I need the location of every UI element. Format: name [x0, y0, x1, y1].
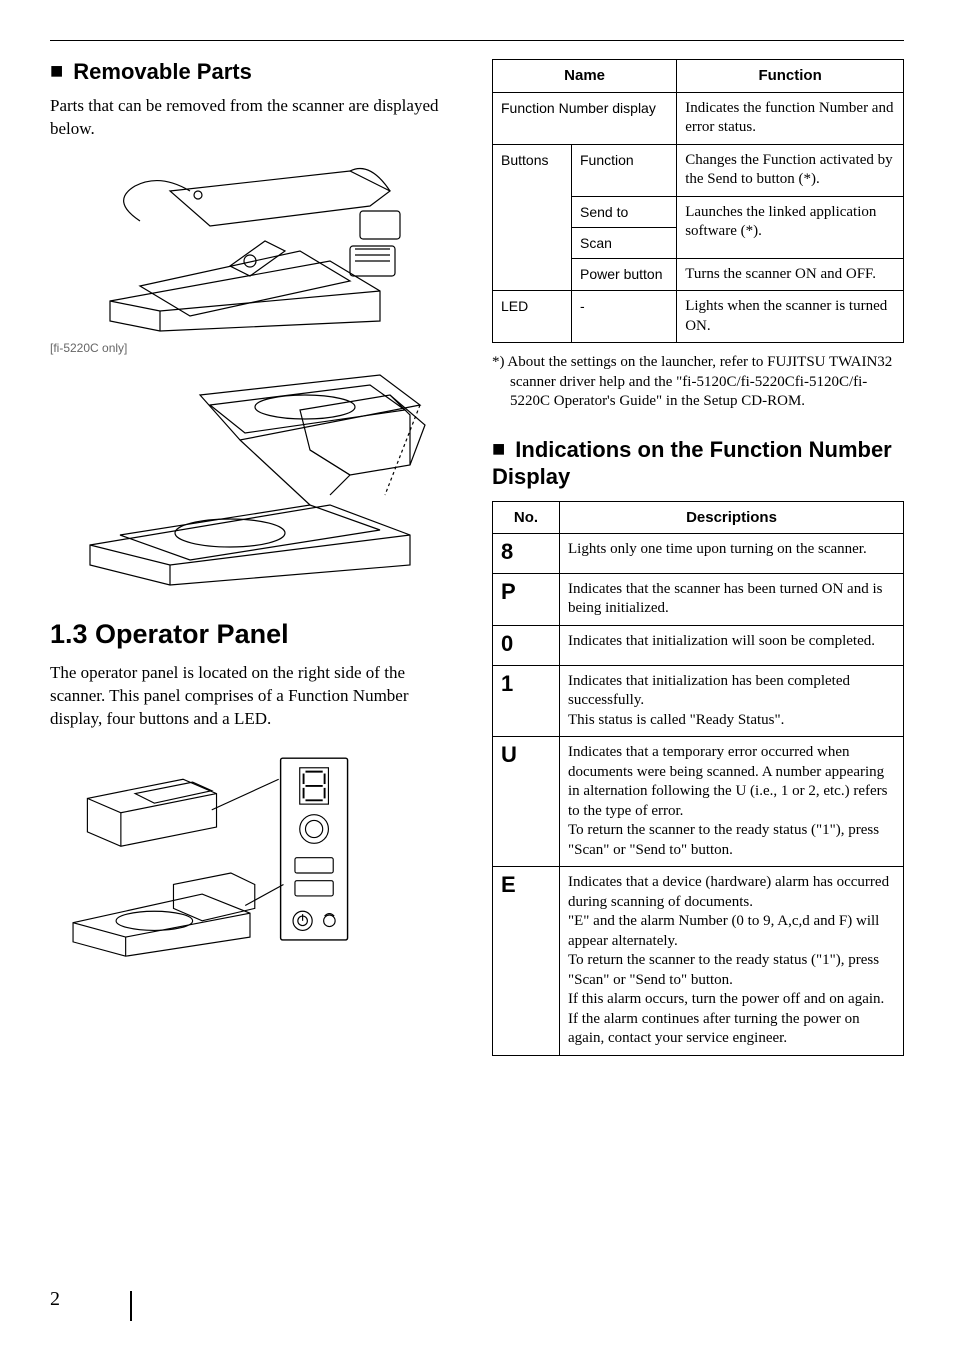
cell-btn-function-name: Function — [572, 144, 677, 196]
table-row: 1 Indicates that initialization has been… — [493, 665, 904, 737]
table-row: Buttons Function Changes the Function ac… — [493, 144, 904, 196]
figure-removable-upper — [50, 151, 462, 341]
table-row: E Indicates that a device (hardware) ala… — [493, 867, 904, 1056]
cell-no-E: E — [493, 867, 560, 1056]
cell-btn-scan-name: Scan — [572, 227, 677, 258]
removable-parts-intro: Parts that can be removed from the scann… — [50, 95, 462, 141]
cell-led-sub: - — [572, 291, 677, 343]
indications-table: No. Descriptions 8 Lights only one time … — [492, 501, 904, 1056]
launcher-note: *) About the settings on the launcher, r… — [492, 353, 904, 412]
cell-fnd-name: Function Number display — [493, 92, 677, 144]
cell-led-name: LED — [493, 291, 572, 343]
cell-led-desc: Lights when the scanner is turned ON. — [677, 291, 904, 343]
cell-fnd-desc: Indicates the function Number and error … — [677, 92, 904, 144]
th-desc: Descriptions — [560, 501, 904, 534]
cell-btn-power-name: Power button — [572, 258, 677, 291]
page-number: 2 — [50, 1288, 60, 1311]
table-row: P Indicates that the scanner has been tu… — [493, 573, 904, 625]
square-bullet-icon: ■ — [492, 436, 505, 461]
cell-no-8: 8 — [493, 534, 560, 574]
operator-panel-table: Name Function Function Number display In… — [492, 59, 904, 343]
cell-no-U: U — [493, 737, 560, 867]
table-row: 8 Lights only one time upon turning on t… — [493, 534, 904, 574]
th-function: Function — [677, 60, 904, 93]
left-column: ■ Removable Parts Parts that can be remov… — [50, 59, 462, 1056]
cell-desc-P: Indicates that the scanner has been turn… — [560, 573, 904, 625]
cell-no-1: 1 — [493, 665, 560, 737]
cell-desc-U: Indicates that a temporary error occurre… — [560, 737, 904, 867]
table-row: LED - Lights when the scanner is turned … — [493, 291, 904, 343]
cell-buttons-label: Buttons — [493, 144, 572, 291]
footer-tick-mark — [130, 1291, 132, 1321]
cell-no-0: 0 — [493, 625, 560, 665]
square-bullet-icon: ■ — [50, 58, 63, 83]
right-column: Name Function Function Number display In… — [492, 59, 904, 1056]
figure-caption: [fi-5220C only] — [50, 341, 462, 355]
figure-operator-panel — [50, 741, 462, 961]
th-name: Name — [493, 60, 677, 93]
cell-desc-0: Indicates that initialization will soon … — [560, 625, 904, 665]
indications-title: Indications on the Function Number Displ… — [492, 437, 892, 490]
removable-parts-title: Removable Parts — [73, 59, 252, 84]
th-no: No. — [493, 501, 560, 534]
cell-desc-1: Indicates that initialization has been c… — [560, 665, 904, 737]
operator-panel-intro: The operator panel is located on the rig… — [50, 662, 462, 731]
table-row: Function Number display Indicates the fu… — [493, 92, 904, 144]
indications-heading: ■Indications on the Function Number Disp… — [492, 436, 904, 491]
table-row: U Indicates that a temporary error occur… — [493, 737, 904, 867]
table-row: 0 Indicates that initialization will soo… — [493, 625, 904, 665]
removable-parts-heading: ■ Removable Parts — [50, 59, 462, 85]
cell-btn-sendto-desc: Launches the linked application software… — [677, 196, 904, 258]
operator-panel-heading: 1.3 Operator Panel — [50, 619, 462, 650]
cell-btn-power-desc: Turns the scanner ON and OFF. — [677, 258, 904, 291]
cell-desc-8: Lights only one time upon turning on the… — [560, 534, 904, 574]
cell-btn-function-desc: Changes the Function activated by the Se… — [677, 144, 904, 196]
cell-desc-E: Indicates that a device (hardware) alarm… — [560, 867, 904, 1056]
cell-btn-sendto-name: Send to — [572, 196, 677, 227]
figure-removable-flatbed — [50, 355, 462, 595]
cell-no-P: P — [493, 573, 560, 625]
